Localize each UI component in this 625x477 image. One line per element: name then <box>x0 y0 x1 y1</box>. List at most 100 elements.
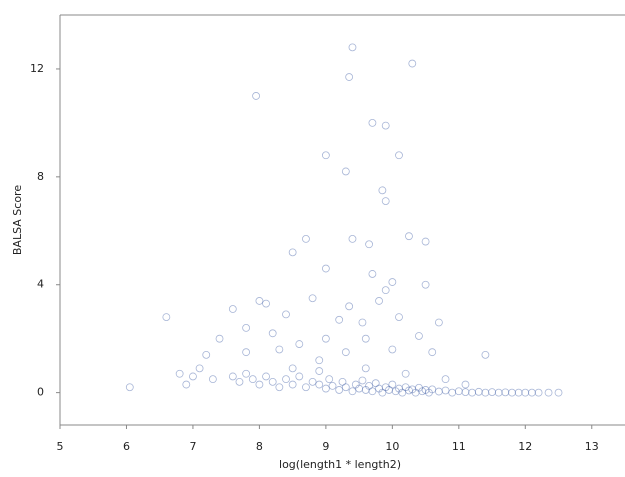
point <box>405 232 413 241</box>
point <box>348 43 357 52</box>
point <box>335 386 344 394</box>
point <box>325 375 334 384</box>
point <box>508 388 516 397</box>
point <box>554 388 563 397</box>
point <box>275 345 284 354</box>
point <box>528 388 536 397</box>
point <box>441 386 450 395</box>
point <box>421 386 430 394</box>
x-tick-label: 8 <box>256 440 263 453</box>
point <box>378 186 387 195</box>
point <box>355 384 364 393</box>
point <box>368 270 377 278</box>
point <box>302 383 310 392</box>
point <box>461 388 470 396</box>
point <box>262 372 270 381</box>
x-tick-label: 11 <box>452 440 466 453</box>
point <box>368 387 377 396</box>
point <box>461 380 470 389</box>
point <box>348 387 357 396</box>
point <box>125 383 134 392</box>
x-tick-label: 13 <box>585 440 599 453</box>
x-axis-label: log(length1 * length2) <box>279 458 401 471</box>
point <box>295 372 304 381</box>
point <box>385 386 393 394</box>
point <box>348 234 357 243</box>
point <box>189 372 197 381</box>
point <box>262 299 270 308</box>
point <box>315 356 324 365</box>
point <box>375 384 383 393</box>
point <box>468 388 477 397</box>
point <box>321 384 330 393</box>
point <box>488 388 496 396</box>
point <box>228 305 237 313</box>
point <box>341 167 350 176</box>
point <box>215 334 224 343</box>
point <box>345 302 354 311</box>
point <box>195 364 204 373</box>
point <box>395 384 403 393</box>
point <box>282 375 290 384</box>
point <box>208 375 217 384</box>
point <box>441 375 450 384</box>
point <box>308 377 317 386</box>
point <box>302 234 310 243</box>
point <box>481 350 490 359</box>
point <box>321 334 330 343</box>
point <box>395 313 403 322</box>
point <box>388 278 397 286</box>
point <box>252 92 260 100</box>
x-tick-label: 7 <box>189 440 196 453</box>
point <box>381 197 390 206</box>
point <box>338 377 347 386</box>
x-tick-label: 12 <box>518 440 532 453</box>
point <box>365 381 373 390</box>
point <box>391 387 400 396</box>
y-tick-label: 0 <box>37 386 44 399</box>
point <box>242 323 251 332</box>
point <box>335 315 344 324</box>
point <box>341 348 350 357</box>
point <box>275 383 284 392</box>
point <box>308 294 317 303</box>
point <box>182 380 191 389</box>
point <box>381 383 390 392</box>
point <box>321 151 330 160</box>
point <box>401 369 410 378</box>
point <box>388 345 397 354</box>
point <box>255 297 264 305</box>
point <box>361 386 370 394</box>
point <box>395 151 403 160</box>
point <box>448 388 457 397</box>
point <box>361 364 370 373</box>
point <box>358 318 367 327</box>
point <box>408 59 417 68</box>
point <box>242 369 251 378</box>
point <box>415 332 423 340</box>
point <box>361 334 370 343</box>
y-axis-label: BALSA Score <box>11 185 24 255</box>
point <box>388 380 397 389</box>
point <box>175 369 184 378</box>
point <box>228 372 237 381</box>
point <box>381 121 390 130</box>
point <box>474 387 483 396</box>
x-tick-label: 5 <box>57 440 64 453</box>
point <box>408 385 417 394</box>
point <box>358 376 367 385</box>
point <box>454 387 463 396</box>
point <box>415 383 423 392</box>
point <box>282 310 290 319</box>
x-tick-label: 6 <box>123 440 130 453</box>
point <box>421 237 430 246</box>
point <box>328 381 337 390</box>
point <box>371 379 380 388</box>
point <box>248 375 257 384</box>
point <box>514 388 523 397</box>
point <box>315 367 324 375</box>
point <box>534 388 543 397</box>
point <box>315 380 324 389</box>
point <box>421 280 430 289</box>
point <box>235 377 244 386</box>
